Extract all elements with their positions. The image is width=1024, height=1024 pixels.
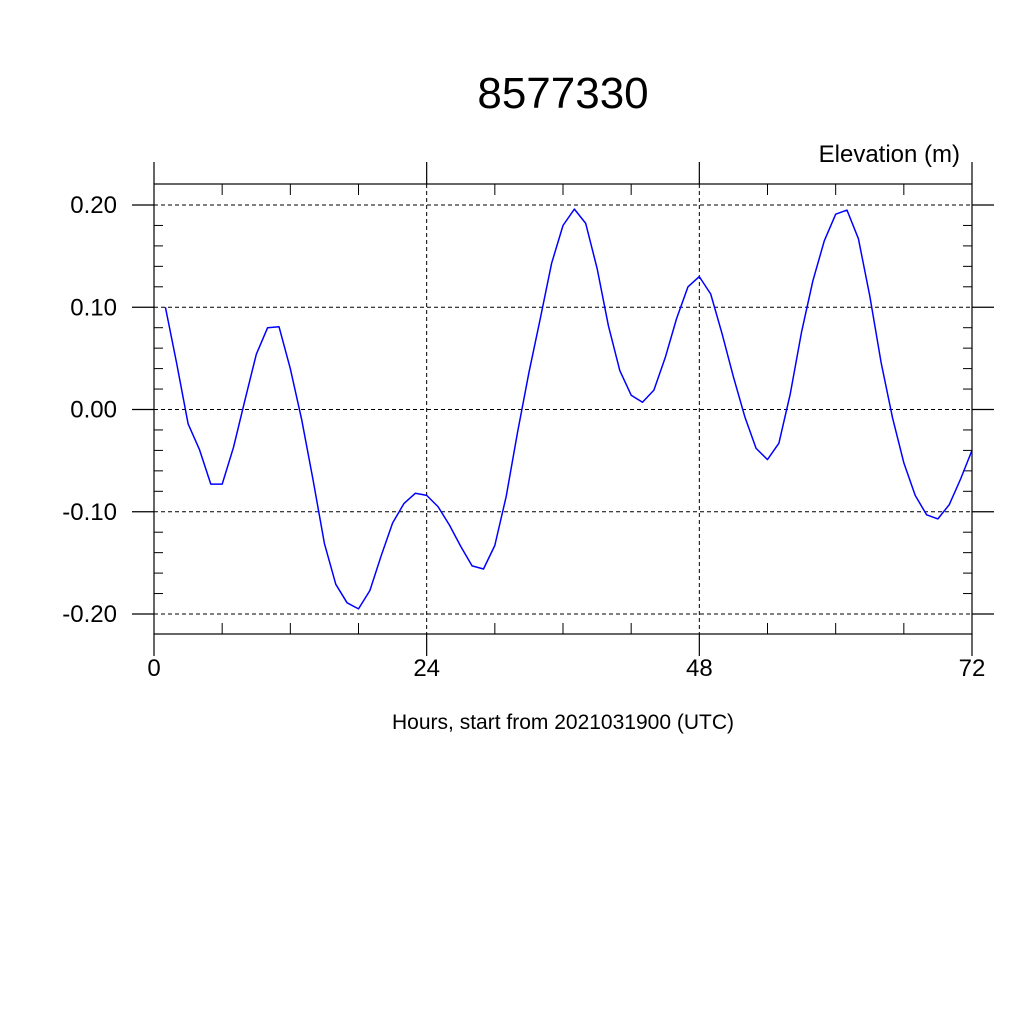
grid-lines [153,184,973,634]
y-tick--0.20-label: -0.20 [62,601,117,628]
y-tick-0.00-label: 0.00 [70,397,117,424]
x-axis-label: Hours, start from 2021031900 (UTC) [392,711,734,734]
y-tick-0.10-label: 0.10 [70,294,117,321]
x-tick-0-label: 0 [147,655,160,682]
y-tick--0.10-label: -0.10 [62,499,117,526]
plot-frame [153,183,973,635]
chart-title: 8577330 [477,69,648,118]
x-tick-24-label: 24 [413,655,440,682]
axis-ticks [132,162,994,656]
elevation-series-line-0 [164,208,973,610]
tick-labels: -0.20 -0.10 0.00 0.10 0.20 0 24 48 72 [62,192,985,682]
y-axis-label: Elevation (m) [819,141,960,168]
series-layer [164,208,973,610]
y-tick-0.20-label: 0.20 [70,192,117,219]
x-tick-72-label: 72 [959,655,986,682]
x-tick-48-label: 48 [686,655,713,682]
